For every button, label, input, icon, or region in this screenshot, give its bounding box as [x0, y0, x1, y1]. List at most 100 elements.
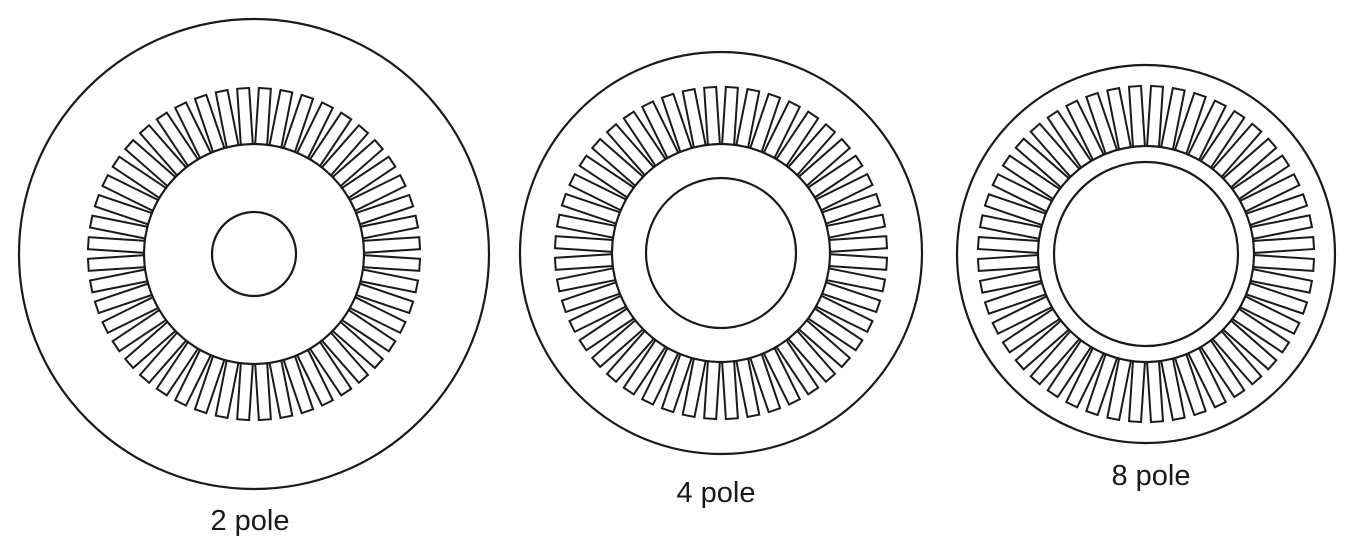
stator-slot: [622, 338, 667, 396]
stator-slot: [236, 362, 254, 422]
stator-slot: [555, 213, 617, 239]
stator-slot: [681, 357, 707, 419]
stator-slot: [660, 353, 693, 414]
stator-slot: [1106, 357, 1132, 422]
stator-slot: [703, 360, 721, 421]
stator-slot: [560, 192, 621, 225]
stator-slot: [362, 236, 422, 254]
stator-slot: [295, 348, 335, 407]
stator-bore: [610, 142, 832, 364]
stator-slot: [340, 308, 397, 353]
stator-slot: [786, 329, 837, 384]
stator-outer-edge: [955, 63, 1337, 445]
stator-slot: [1211, 329, 1263, 386]
stator-slot: [1221, 137, 1278, 189]
stator-8-pole: [955, 63, 1337, 445]
stator-outer-edge: [17, 17, 491, 491]
stator-slot: [123, 320, 177, 370]
stator-slot: [282, 354, 315, 415]
stator-slot: [1146, 360, 1165, 424]
stator-slot: [254, 86, 272, 146]
stator-slot: [1231, 307, 1291, 354]
stator-slot: [797, 318, 852, 369]
stator-outer-edge: [518, 50, 924, 456]
stator-slot: [735, 87, 761, 149]
stator-slot: [88, 268, 149, 294]
stator-slot: [1029, 329, 1081, 386]
stator-slot: [1160, 357, 1186, 422]
stator-slot: [553, 235, 614, 253]
stator-slots: [86, 86, 422, 422]
stator-8-pole-label: 8 pole: [1111, 460, 1191, 492]
stator-slot: [1245, 193, 1309, 227]
stator-slot: [331, 320, 385, 370]
stator-slot: [308, 340, 353, 397]
stator-slot: [193, 93, 226, 154]
stator-slot: [660, 92, 693, 153]
stator-slot: [1001, 154, 1061, 201]
stator-slot: [348, 173, 407, 213]
stator-slot: [155, 111, 200, 168]
stator-slot: [821, 192, 882, 225]
stator-slot: [553, 253, 614, 271]
stator-slot: [362, 254, 422, 272]
stator-slot: [640, 346, 680, 406]
stator-4-pole-label: 4 pole: [676, 477, 756, 509]
stator-slot: [138, 123, 188, 177]
stator-slot: [348, 295, 407, 335]
stator-slot: [1238, 172, 1301, 213]
stator-slot: [354, 282, 415, 315]
stator-slot: [1173, 91, 1207, 155]
stator-slot: [86, 236, 146, 254]
stator-4-pole: [518, 50, 924, 456]
stator-slot: [320, 123, 370, 177]
stator-bore: [1036, 144, 1256, 364]
stator-slot: [786, 122, 837, 177]
stator-slot: [1249, 214, 1314, 240]
stator-slot: [111, 155, 168, 200]
stator-slot: [1252, 254, 1316, 273]
stator-slot: [578, 307, 636, 352]
stator-slot: [828, 253, 889, 271]
stator-slot: [775, 110, 820, 168]
stator-slot: [1085, 91, 1119, 155]
stator-slot: [814, 294, 874, 334]
stator-slot: [1046, 109, 1093, 169]
stator-slot: [359, 214, 420, 240]
stator-slot: [555, 267, 617, 293]
stator-slot: [721, 85, 739, 146]
stator-slot: [308, 111, 353, 168]
stator-slot: [1249, 268, 1314, 294]
stator-slot: [101, 173, 160, 213]
stator-slot: [123, 138, 177, 188]
stator-slot: [976, 254, 1040, 273]
stator-bore: [142, 142, 366, 366]
stator-slot: [983, 281, 1047, 315]
stator-slot: [825, 267, 887, 293]
stator-slot: [762, 100, 802, 160]
stator-slot: [721, 360, 739, 421]
stator-slot: [1001, 307, 1061, 354]
stator-slot: [590, 137, 645, 188]
stator-slot: [1106, 86, 1132, 151]
stator-slot: [340, 155, 397, 200]
stator-slot: [268, 88, 294, 149]
stator-slot: [111, 308, 168, 353]
stator-slot: [1085, 353, 1119, 417]
stator-2-pole-label: 2 pole: [210, 505, 290, 537]
stator-slot: [806, 154, 864, 199]
stator-slot: [254, 362, 272, 422]
stator-slot: [331, 138, 385, 188]
stator-slot: [749, 353, 782, 414]
stator-slot: [1173, 353, 1207, 417]
stator-slot: [1014, 319, 1071, 371]
stator-slot: [1221, 319, 1278, 371]
stator-slot: [359, 268, 420, 294]
stator-slot: [568, 172, 628, 212]
stator-slot: [560, 281, 621, 314]
stator-slot: [320, 331, 370, 385]
stator-slot: [236, 86, 254, 146]
stator-slot: [1245, 281, 1309, 315]
stator-slot: [1127, 84, 1146, 148]
stator-slot: [214, 88, 240, 149]
